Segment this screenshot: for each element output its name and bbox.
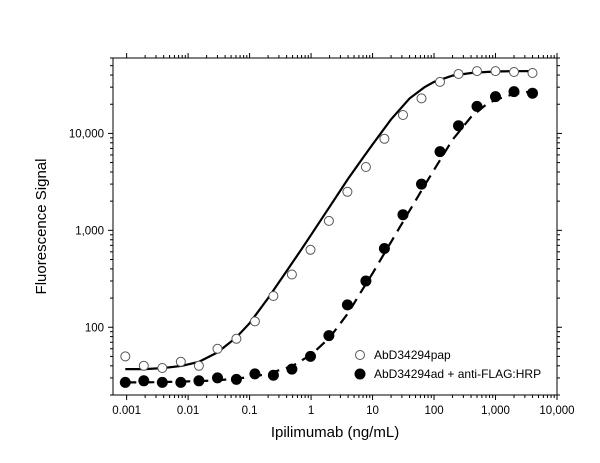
- series-2-point: [175, 376, 187, 388]
- x-tick-label: 100: [424, 405, 443, 417]
- series-2-point: [193, 375, 205, 387]
- series-1-point: [490, 66, 501, 77]
- series-1-point: [231, 333, 242, 344]
- series-2-point: [397, 209, 409, 221]
- series-2-point: [490, 91, 501, 103]
- y-tick-label: 100: [85, 322, 104, 334]
- y-tick-label: 10,000: [69, 128, 104, 140]
- series-1-point: [286, 269, 297, 280]
- series-1-point: [342, 186, 353, 197]
- series-1-fit-line: [125, 70, 533, 371]
- series-2-point: [360, 275, 372, 287]
- series-1-point: [212, 343, 223, 354]
- series-1-point: [379, 133, 390, 144]
- legend-marker-open-circle: [355, 350, 365, 360]
- series-1-point: [193, 360, 204, 371]
- x-tick-label: 0.1: [242, 405, 258, 417]
- legend-marker-filled-circle: [354, 368, 366, 380]
- series-2-point: [527, 87, 538, 99]
- x-tick-label: 10,000: [539, 405, 574, 417]
- series-2-point: [286, 363, 298, 375]
- series-1-point: [453, 69, 464, 79]
- series-2-point: [434, 146, 446, 158]
- legend: AbD34294pap AbD34294ad + anti-FLAG:HRP: [354, 348, 541, 381]
- series-2-point: [471, 100, 483, 112]
- series-1-point: [398, 110, 408, 120]
- series-1-point: [138, 360, 149, 371]
- series-1-point: [323, 215, 334, 226]
- series-1-point: [268, 291, 279, 301]
- series-1-point: [360, 162, 371, 172]
- series-2-point: [249, 368, 261, 380]
- series-2-point: [508, 86, 520, 98]
- series-1-point: [472, 66, 482, 77]
- series-2-point: [453, 120, 464, 132]
- y-axis-title: Fluorescence Signal: [33, 159, 50, 295]
- series-1-point: [249, 316, 260, 327]
- legend-label-series-1: AbD34294pap: [374, 348, 451, 362]
- x-tick-label: 0.001: [112, 405, 141, 417]
- series-1-point: [157, 363, 168, 373]
- series-1-point: [416, 93, 427, 104]
- x-tick-label: 0.01: [177, 405, 199, 417]
- x-axis-title: Ipilimumab (ng/mL): [271, 424, 399, 441]
- x-tick-label: 1,000: [481, 405, 510, 417]
- series-1-point: [435, 76, 445, 87]
- y-axis: 100 1,000 10,000: [69, 57, 562, 396]
- series-2-point: [323, 330, 335, 342]
- series-2-point: [119, 376, 131, 388]
- x-axis: 0.001 0.01 0.1 1 10 100 1,000 10,000: [112, 53, 575, 417]
- data-points: [119, 66, 538, 388]
- series-2-fit-line: [125, 90, 533, 384]
- legend-label-series-2: AbD34294ad + anti-FLAG:HRP: [374, 367, 541, 381]
- series-2-point: [416, 178, 427, 190]
- series-1-point: [527, 68, 538, 78]
- series-1-point: [175, 356, 186, 367]
- series-2-point: [267, 369, 279, 381]
- y-tick-label: 1,000: [75, 225, 104, 237]
- series-1-point: [120, 351, 131, 362]
- fit-lines: [125, 70, 533, 384]
- series-2-point: [212, 372, 223, 384]
- series-2-point: [305, 350, 316, 362]
- series-2-point: [230, 373, 242, 385]
- plot-border: [112, 57, 558, 396]
- plot-frame: [112, 57, 558, 396]
- x-tick-label: 10: [366, 405, 379, 417]
- series-1-point: [305, 244, 316, 255]
- series-2-point: [341, 299, 353, 311]
- series-2-point: [156, 376, 168, 388]
- x-tick-label: 1: [308, 405, 314, 417]
- series-2-point: [378, 243, 390, 254]
- series-1-point: [509, 67, 519, 77]
- series-2-point: [138, 375, 150, 387]
